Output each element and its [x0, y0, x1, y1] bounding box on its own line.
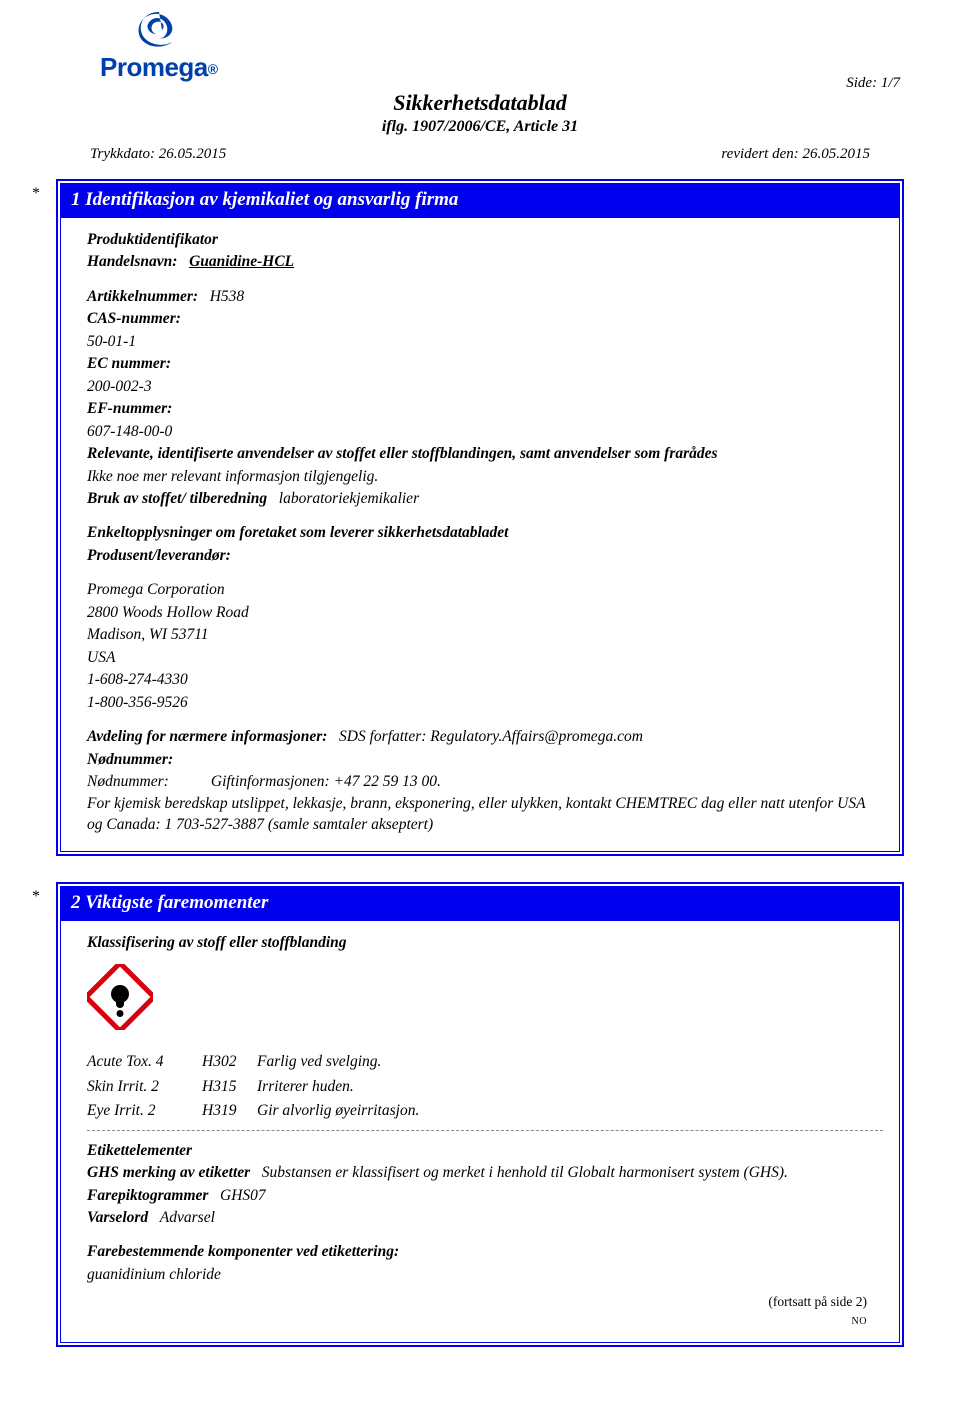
ghs-exclamation-icon: [87, 964, 153, 1030]
signal-word-label: Varselord: [87, 1209, 148, 1226]
relevant-uses-label: Relevante, identifiserte anvendelser av …: [87, 444, 883, 464]
supplier-details-label: Enkeltopplysninger om foretaket som leve…: [87, 523, 883, 543]
section-1-body: Produktidentifikator Handelsnavn: Guanid…: [61, 218, 899, 835]
dept-value: SDS forfatter: Regulatory.Affairs@promeg…: [339, 728, 643, 745]
hazard-row: Skin Irrit. 2 H315 Irriterer huden.: [87, 1077, 883, 1097]
tradename-label: Handelsnavn:: [87, 253, 177, 270]
signal-word-value: Advarsel: [160, 1209, 215, 1226]
hazard-text: Farlig ved svelging.: [257, 1052, 883, 1072]
pictogram-value: GHS07: [220, 1187, 266, 1204]
tradename-value: Guanidine-HCL: [189, 253, 294, 270]
section-1-box: * 1 Identifikasjon av kjemikaliet og ans…: [56, 179, 904, 856]
determining-components-value: guanidinium chloride: [87, 1265, 883, 1285]
hazard-text: Irriterer huden.: [257, 1077, 883, 1097]
document-page: Promega® Side: 1/7 Sikkerhetsdatablad if…: [0, 0, 960, 1413]
page-number: Side: 1/7: [846, 75, 900, 92]
doc-title: Sikkerhetsdatablad: [50, 90, 910, 116]
hazard-code: H315: [202, 1077, 257, 1097]
use-value: laboratoriekjemikalier: [279, 490, 419, 507]
dept-label: Avdeling for nærmere informasjoner:: [87, 728, 327, 745]
label-elements-label: Etikettelementer: [87, 1141, 883, 1161]
ef-value: 607-148-00-0: [87, 422, 883, 442]
hazard-row: Eye Irrit. 2 H319 Gir alvorlig øyeirrita…: [87, 1101, 883, 1121]
section-2-body: Klassifisering av stoff eller stoffbland…: [61, 921, 899, 1328]
hazard-text: Gir alvorlig øyeirritasjon.: [257, 1101, 883, 1121]
relevant-uses-note: Ikke noe mer relevant informasjon tilgje…: [87, 467, 883, 487]
revision-date: revidert den: 26.05.2015: [721, 146, 870, 163]
producer-tel1: 1-608-274-4330: [87, 670, 883, 690]
pictogram-label: Farepiktogrammer: [87, 1187, 208, 1204]
hazard-category: Eye Irrit. 2: [87, 1101, 202, 1121]
print-date: Trykkdato: 26.05.2015: [90, 146, 226, 163]
section-1-header: 1 Identifikasjon av kjemikaliet og ansva…: [61, 184, 899, 218]
product-identifier-label: Produktidentifikator: [87, 230, 883, 250]
cas-label: CAS-nummer:: [87, 309, 883, 329]
emergency-line1-value: Giftinformasjonen: +47 22 59 13 00.: [211, 773, 441, 790]
emergency-line2: For kjemisk beredskap utslippet, lekkasj…: [87, 794, 883, 835]
emergency-line1-label: Nødnummer:: [87, 772, 207, 792]
continued-notice: (fortsatt på side 2): [87, 1293, 883, 1311]
hazard-category: Acute Tox. 4: [87, 1052, 202, 1072]
dashed-separator: [87, 1130, 883, 1131]
asterisk-icon: *: [32, 185, 40, 203]
ec-label: EC nummer:: [87, 354, 883, 374]
classification-label: Klassifisering av stoff eller stoffbland…: [87, 933, 883, 953]
language-code: NO: [87, 1315, 883, 1328]
hazard-category: Skin Irrit. 2: [87, 1077, 202, 1097]
hazard-code: H302: [202, 1052, 257, 1072]
section-2-header: 2 Viktigste faremomenter: [61, 887, 899, 921]
ghs-marking-text: Substansen er klassifisert og merket i h…: [262, 1164, 788, 1181]
producer-name: Promega Corporation: [87, 580, 883, 600]
ghs-marking-label: GHS merking av etiketter: [87, 1164, 250, 1181]
asterisk-icon: *: [32, 888, 40, 906]
producer-addr3: USA: [87, 648, 883, 668]
ec-value: 200-002-3: [87, 377, 883, 397]
section-2-box: * 2 Viktigste faremomenter Klassifiserin…: [56, 882, 904, 1347]
logo-text: Promega®: [100, 52, 218, 83]
article-value: H538: [210, 288, 244, 305]
doc-subtitle: iflg. 1907/2006/CE, Article 31: [50, 118, 910, 136]
logo-swirl-icon: [132, 10, 186, 50]
producer-tel2: 1-800-356-9526: [87, 693, 883, 713]
use-label: Bruk av stoffet/ tilberedning: [87, 490, 267, 507]
producer-addr1: 2800 Woods Hollow Road: [87, 603, 883, 623]
producer-label: Produsent/leverandør:: [87, 546, 883, 566]
hazard-row: Acute Tox. 4 H302 Farlig ved svelging.: [87, 1052, 883, 1072]
cas-value: 50-01-1: [87, 332, 883, 352]
logo: Promega®: [100, 10, 218, 83]
determining-components-label: Farebestemmende komponenter ved etikette…: [87, 1242, 883, 1262]
article-label: Artikkelnummer:: [87, 288, 198, 305]
producer-addr2: Madison, WI 53711: [87, 625, 883, 645]
ghs07-pictogram: [87, 964, 883, 1036]
emergency-label: Nødnummer:: [87, 750, 883, 770]
hazard-code: H319: [202, 1101, 257, 1121]
ef-label: EF-nummer:: [87, 399, 883, 419]
